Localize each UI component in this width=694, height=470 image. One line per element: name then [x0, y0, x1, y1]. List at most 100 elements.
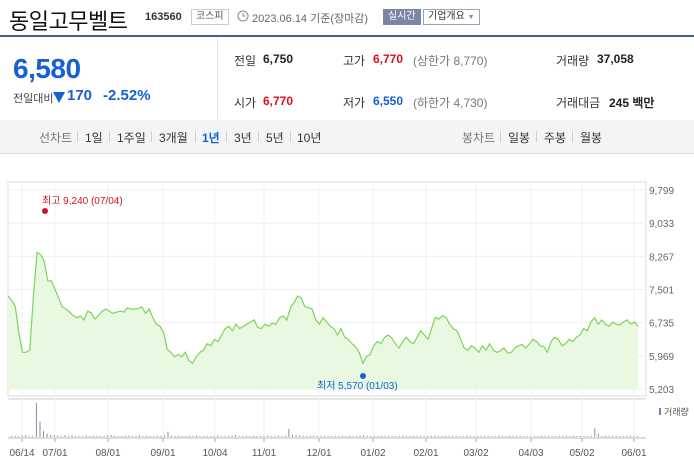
- x-tick-label: 11/01: [252, 448, 277, 459]
- company-info-dropdown[interactable]: 기업개요 ▼: [423, 9, 480, 25]
- volume-bar: [288, 428, 290, 437]
- period-3m[interactable]: 3개월: [159, 131, 188, 145]
- volume-bar: [28, 436, 30, 437]
- volume-bar: [423, 436, 425, 437]
- amount-label: 거래대금: [556, 96, 601, 110]
- volume-bar: [188, 436, 190, 437]
- volume-bar: [135, 436, 137, 437]
- volume-bar: [139, 435, 140, 437]
- volume-bar: [494, 436, 496, 437]
- candle-weekly[interactable]: 주봉: [544, 131, 567, 145]
- volume-bar: [345, 436, 347, 437]
- x-tick-label: 08/01: [95, 448, 120, 459]
- divider: [536, 131, 537, 142]
- min-point: [360, 373, 366, 379]
- x-tick-label: 12/01: [306, 448, 331, 459]
- amount-value: 245 백만: [609, 96, 655, 110]
- divider: [572, 131, 573, 142]
- volume-bar: [441, 436, 443, 437]
- stock-title: 동일고무벨트: [9, 10, 128, 35]
- volume-bar: [476, 436, 478, 437]
- volume-bar: [39, 421, 41, 437]
- volume-bar: [309, 436, 311, 437]
- volume-bar: [284, 435, 286, 437]
- volume-bar: [519, 436, 521, 437]
- volume-bar: [498, 436, 500, 437]
- volume-bar: [370, 436, 372, 437]
- volume-bar: [331, 436, 333, 437]
- candle-monthly[interactable]: 월봉: [580, 131, 603, 145]
- realtime-button[interactable]: 실시간: [383, 9, 421, 25]
- volume-bar: [171, 435, 173, 437]
- volume-bar: [587, 436, 589, 437]
- divider: [151, 131, 152, 142]
- period-10y[interactable]: 10년: [297, 131, 322, 145]
- price-line: [7, 251, 639, 365]
- volume-bar: [605, 436, 606, 437]
- volume-bar: [295, 435, 297, 437]
- volume-bar: [526, 436, 528, 437]
- volume-bar: [153, 436, 155, 437]
- volume-bar: [469, 436, 471, 437]
- divider: [77, 131, 78, 142]
- x-tick-label: 01/02: [360, 448, 385, 459]
- volume-bar: [156, 435, 158, 437]
- volume-value: 37,058: [597, 52, 634, 66]
- volume-bar: [245, 436, 247, 437]
- volume-bar: [452, 436, 453, 437]
- volume-bar: [430, 435, 432, 437]
- volume-bar: [615, 436, 617, 437]
- volume-bar: [110, 435, 112, 437]
- volume-bar: [82, 436, 84, 437]
- volume-bar: [398, 436, 400, 437]
- stock-code: 163560: [145, 11, 182, 23]
- x-tick-label: 07/01: [42, 448, 67, 459]
- volume-legend-label: 거래량: [664, 406, 689, 417]
- volume-bar: [274, 436, 276, 437]
- current-price: 6,580: [13, 53, 81, 84]
- candle-daily[interactable]: 일봉: [508, 131, 531, 145]
- volume-bar: [75, 436, 76, 437]
- volume-bar: [562, 436, 564, 437]
- volume-bar: [220, 436, 222, 437]
- volume-bar: [25, 435, 27, 437]
- period-1w[interactable]: 1주일: [117, 131, 146, 145]
- prev-close-value: 6,750: [263, 52, 294, 66]
- volume-bar: [409, 436, 411, 437]
- volume-bar: [583, 436, 585, 437]
- period-3y[interactable]: 3년: [234, 131, 252, 145]
- volume-bar: [231, 436, 233, 437]
- volume-bar: [117, 436, 119, 437]
- x-tick-label: 10/04: [202, 448, 227, 459]
- x-tick-label: 02/01: [413, 448, 438, 459]
- price-area-fill: [8, 252, 638, 389]
- upper-limit: (상한가 8,770): [413, 54, 488, 68]
- volume-bar: [444, 436, 446, 437]
- volume-bar: [356, 436, 357, 437]
- y-tick-label: 8,267: [649, 252, 674, 263]
- volume-bar: [594, 428, 596, 437]
- volume-bar: [373, 436, 375, 437]
- volume-bar: [71, 435, 73, 437]
- volume-bar: [384, 436, 386, 437]
- clock-icon: [237, 10, 249, 22]
- volume-bar: [85, 435, 87, 437]
- period-1y[interactable]: 1년: [202, 131, 220, 145]
- volume-bar: [516, 436, 518, 437]
- volume-bar: [107, 435, 108, 437]
- volume-bar: [292, 434, 293, 437]
- volume-bar: [573, 436, 574, 437]
- period-1d[interactable]: 1일: [85, 131, 103, 145]
- volume-bar: [14, 436, 16, 437]
- volume-bar: [462, 436, 464, 437]
- volume-bar: [416, 436, 418, 437]
- change-percent: -2.52%: [103, 87, 151, 104]
- volume-bar: [576, 436, 578, 437]
- down-arrow-icon: [53, 92, 65, 103]
- volume-bar: [35, 403, 37, 437]
- volume-bar: [235, 435, 237, 437]
- volume-bar: [199, 436, 201, 437]
- period-5y[interactable]: 5년: [266, 131, 284, 145]
- volume-bar: [427, 436, 429, 437]
- volume-bar: [160, 436, 162, 437]
